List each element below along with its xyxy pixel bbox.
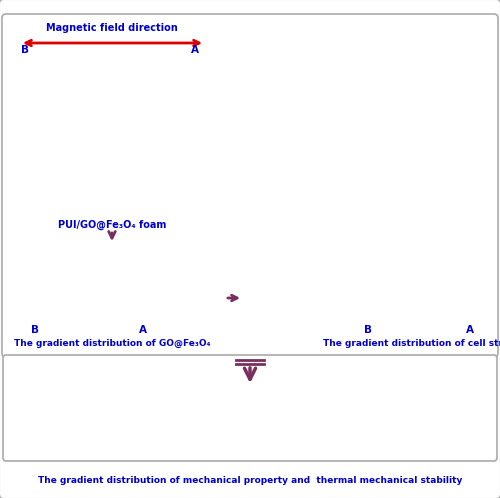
Text: O    32.46   26.76: O 32.46 26.76	[434, 238, 468, 242]
Bar	[311, 312, 314, 326]
B	[190, 341, 196, 347]
Circle shape	[47, 159, 76, 188]
PUI foam	[20, 438, 26, 444]
Text: Element  Wt%    At%: Element Wt% At%	[306, 213, 347, 218]
Bar	[438, 316, 441, 326]
Circle shape	[76, 159, 105, 188]
PUI foam	[144, 365, 150, 371]
Line: A: A	[21, 358, 172, 442]
A	[20, 438, 26, 444]
Circle shape	[163, 159, 192, 188]
Text: Fe    2.98     0.71: Fe 2.98 0.71	[306, 250, 340, 254]
Circle shape	[120, 178, 148, 207]
Text: A: A	[191, 45, 199, 55]
A	[107, 359, 113, 365]
PUI foam	[167, 362, 173, 368]
PUI foam	[107, 367, 113, 373]
B	[107, 345, 113, 351]
B	[348, 339, 354, 345]
PUI foam	[392, 429, 398, 435]
Text: C    67.19   74.54: C 67.19 74.54	[306, 226, 340, 230]
Bar	[304, 210, 365, 259]
Circle shape	[90, 136, 120, 164]
A	[429, 437, 435, 443]
B	[429, 437, 435, 443]
Line: PUI foam: PUI foam	[331, 358, 492, 442]
Bar	[390, 235, 392, 326]
Text: A: A	[466, 325, 474, 335]
Text: The gradient distribution of mechanical property and  thermal mechanical stabili: The gradient distribution of mechanical …	[38, 476, 462, 485]
Text: I: I	[26, 343, 28, 352]
Circle shape	[134, 159, 163, 188]
X-axis label: Strain(%): Strain(%)	[78, 457, 114, 466]
B	[184, 341, 190, 347]
Text: The gradient distribution of cell structure: The gradient distribution of cell struct…	[324, 339, 500, 348]
A	[167, 356, 173, 362]
Line: A: A	[188, 344, 315, 433]
A	[108, 359, 114, 365]
Circle shape	[47, 113, 76, 141]
X-axis label: Temperature(°C): Temperature(°C)	[220, 457, 283, 466]
Circle shape	[62, 136, 90, 164]
Text: O    28.73   24.75: O 28.73 24.75	[306, 238, 340, 242]
B	[306, 415, 312, 421]
PUI foam	[208, 344, 214, 350]
Line: PUI foam: PUI foam	[21, 364, 172, 442]
Circle shape	[76, 113, 105, 141]
B	[108, 345, 114, 351]
A	[20, 437, 26, 443]
A	[444, 437, 450, 443]
Line: B: B	[188, 344, 315, 421]
Y-axis label: Storage modulus(MPa): Storage modulus(MPa)	[300, 349, 308, 436]
Circle shape	[178, 136, 206, 164]
A	[348, 347, 354, 353]
PUI foam	[346, 357, 352, 363]
Bar	[330, 319, 332, 326]
Circle shape	[18, 113, 47, 141]
Text: III: III	[132, 343, 139, 352]
PUI foam	[153, 364, 159, 370]
Bar	[408, 304, 411, 326]
PUI foam	[190, 342, 196, 348]
Bar	[363, 364, 370, 441]
Text: PUI/GO@Fe₃O₄ foam: PUI/GO@Fe₃O₄ foam	[58, 220, 166, 230]
B	[392, 423, 398, 429]
B	[167, 345, 173, 351]
X-axis label: Temperature(°C): Temperature(°C)	[380, 457, 443, 466]
PUI foam	[192, 342, 198, 348]
Circle shape	[188, 159, 217, 188]
Circle shape	[163, 113, 192, 141]
A	[192, 341, 198, 347]
B	[330, 417, 336, 423]
Bar	[432, 210, 492, 259]
PUI foam	[444, 437, 450, 443]
B	[487, 437, 493, 443]
Text: B: B	[31, 325, 39, 335]
B	[444, 437, 450, 443]
Line: B: B	[331, 340, 492, 442]
B	[20, 437, 26, 443]
A	[392, 427, 398, 433]
A	[349, 347, 355, 353]
A	[184, 341, 190, 347]
A	[381, 412, 387, 418]
A	[312, 430, 318, 436]
PUI foam	[110, 366, 116, 372]
A	[301, 426, 307, 432]
PUI foam	[306, 434, 312, 440]
Circle shape	[62, 178, 90, 207]
A	[306, 428, 312, 434]
PUI foam	[184, 341, 190, 347]
B	[208, 342, 214, 348]
Legend: PUI foam, A, B: PUI foam, A, B	[440, 347, 487, 374]
PUI foam	[20, 437, 26, 443]
Circle shape	[188, 113, 217, 141]
PUI foam	[312, 435, 318, 441]
Text: B: B	[364, 325, 372, 335]
Text: The gradient distribution of GO@Fe₃O₄: The gradient distribution of GO@Fe₃O₄	[14, 339, 210, 348]
PUI foam	[301, 432, 307, 438]
Text: II: II	[64, 343, 69, 352]
PUI foam	[218, 347, 224, 353]
B	[218, 342, 224, 348]
